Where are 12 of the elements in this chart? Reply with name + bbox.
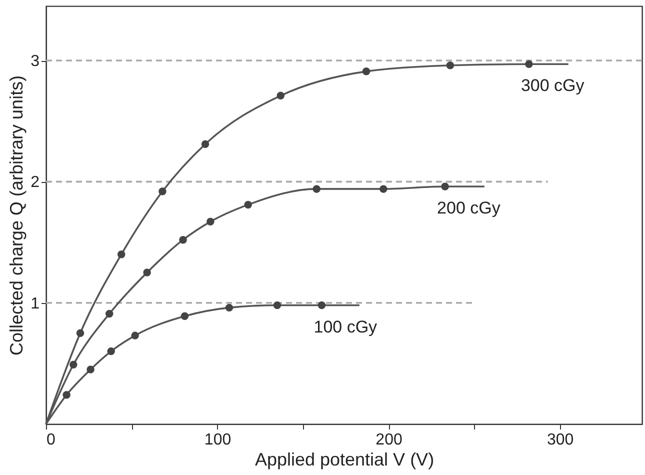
series-label: 100 cGy	[314, 317, 378, 336]
y-tick-label: 3	[30, 53, 40, 70]
x-tick-label: 200	[376, 432, 402, 448]
x-axis-title: Applied potential V (V)	[254, 450, 434, 470]
series-label: 300 cGy	[520, 76, 585, 96]
x-tick-label: 300	[546, 432, 574, 448]
y-tick-label: 2	[30, 174, 40, 192]
x-tick-label: 0	[46, 432, 56, 448]
x-tick-label: 100	[204, 432, 232, 448]
y-axis-title: Collected charge Q (arbitrary units)	[6, 75, 27, 356]
y-tick-label: 1	[30, 295, 40, 312]
series-label: 200 cGy	[437, 198, 501, 218]
